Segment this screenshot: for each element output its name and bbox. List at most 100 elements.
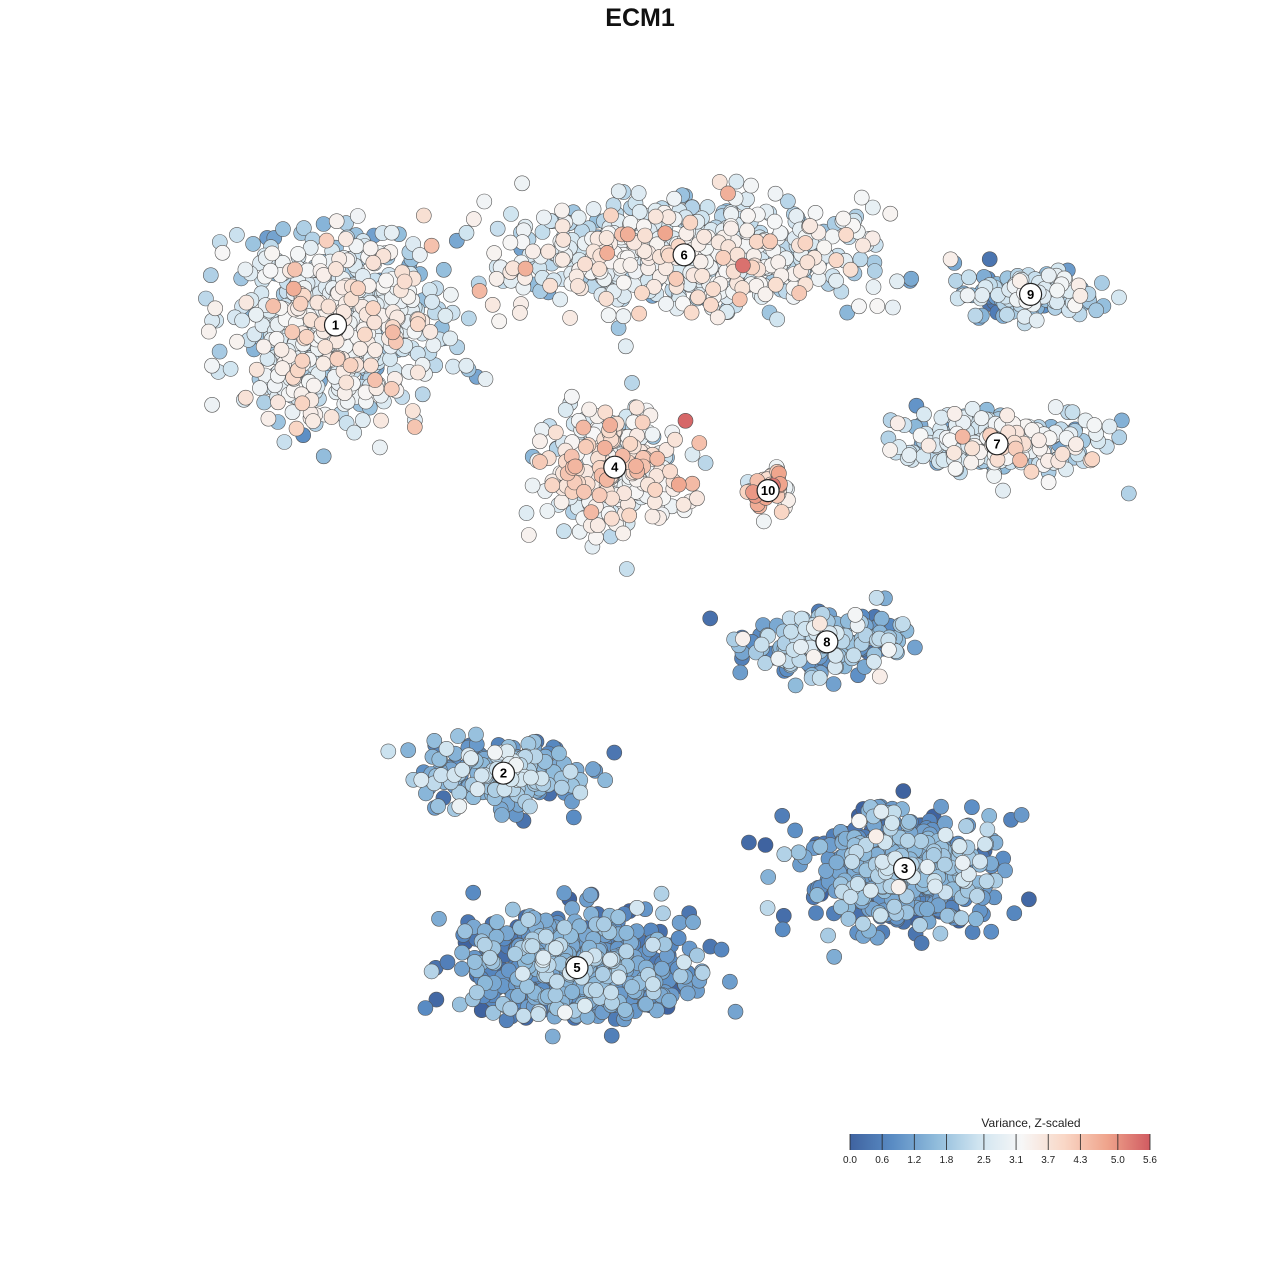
cell-point — [999, 306, 1015, 323]
cell-point — [463, 750, 479, 767]
cell-point — [999, 407, 1016, 424]
cluster-label-text: 10 — [761, 483, 775, 498]
cell-point — [689, 947, 705, 964]
cell-point — [473, 767, 490, 784]
cell-point — [871, 668, 888, 685]
cell-point — [591, 261, 608, 277]
cell-point — [564, 900, 580, 917]
cell-point — [468, 726, 484, 743]
cell-point — [515, 1007, 532, 1024]
cell-point — [645, 976, 661, 993]
cell-point — [555, 232, 572, 248]
cell-point — [354, 412, 371, 429]
cell-point — [292, 295, 309, 312]
cell-point — [489, 220, 506, 237]
cell-point — [890, 879, 907, 895]
cell-point — [802, 218, 818, 234]
cell-point — [694, 964, 711, 981]
cell-point — [927, 878, 944, 895]
cell-point — [514, 175, 530, 192]
legend-colorbar — [850, 1134, 1150, 1150]
cell-point — [305, 413, 321, 429]
cell-point — [556, 885, 573, 901]
cell-point — [961, 269, 977, 286]
cell-point — [694, 268, 711, 284]
cell-point — [770, 254, 787, 271]
cell-point — [285, 280, 302, 297]
cell-point — [951, 838, 968, 855]
cell-point — [599, 245, 616, 261]
cell-point — [404, 403, 421, 419]
cell-point — [600, 307, 617, 324]
cell-point — [594, 966, 611, 982]
cluster-label-text: 4 — [611, 460, 619, 475]
cell-point — [655, 905, 671, 922]
cell-point — [275, 221, 291, 237]
cluster-label-text: 8 — [823, 634, 830, 649]
legend-tick-label: 3.1 — [1009, 1155, 1023, 1166]
legend-tick-label: 4.3 — [1073, 1155, 1087, 1166]
cell-point — [1021, 891, 1037, 908]
cell-point — [720, 185, 736, 202]
cell-point — [610, 183, 627, 200]
cell-point — [284, 404, 301, 421]
cell-point — [596, 916, 612, 933]
cell-point — [489, 914, 505, 930]
cell-point — [757, 837, 774, 853]
cell-point — [788, 208, 805, 224]
cell-point — [668, 270, 684, 287]
cell-point — [1111, 429, 1127, 446]
cell-point — [328, 261, 344, 277]
cell-point — [621, 507, 638, 524]
cell-point — [901, 813, 917, 830]
cell-point — [338, 231, 354, 247]
cell-point — [740, 208, 756, 224]
cell-point — [983, 923, 1000, 940]
cell-point — [743, 177, 759, 194]
cell-point — [426, 732, 443, 749]
cell-point — [576, 483, 592, 500]
cell-point — [697, 455, 714, 471]
cell-point — [214, 245, 231, 261]
cell-point — [367, 372, 383, 388]
cell-point — [770, 650, 787, 667]
cell-point — [675, 496, 692, 513]
cell-point — [790, 844, 807, 861]
cell-point — [919, 859, 936, 875]
cell-point — [512, 304, 528, 321]
cell-point — [912, 917, 928, 933]
cell-point — [365, 300, 381, 317]
cell-point — [809, 887, 826, 903]
cell-point — [430, 798, 446, 815]
cell-point — [502, 1000, 519, 1017]
cell-point — [409, 316, 426, 333]
cell-point — [520, 527, 537, 543]
cell-point — [524, 477, 541, 494]
cell-point — [851, 298, 867, 315]
cell-point — [973, 410, 990, 427]
cell-point — [647, 481, 663, 498]
cell-point — [363, 357, 379, 374]
cell-point — [946, 405, 963, 422]
cell-point — [540, 243, 557, 260]
cell-point — [1086, 417, 1103, 433]
cell-point — [565, 809, 582, 826]
cell-point — [491, 313, 508, 330]
cell-point — [1072, 287, 1089, 304]
cell-point — [384, 324, 401, 341]
cell-point — [577, 256, 593, 272]
legend-tick-label: 3.7 — [1041, 1155, 1055, 1166]
cell-point — [889, 415, 906, 432]
cell-point — [953, 910, 970, 927]
cell-point — [787, 677, 804, 694]
cell-point — [425, 337, 442, 353]
cell-point — [577, 997, 593, 1014]
cell-point — [294, 395, 311, 412]
cell-point — [769, 311, 786, 328]
cell-point — [237, 261, 254, 278]
cell-point — [554, 218, 571, 235]
cell-point — [826, 948, 843, 965]
cell-point — [637, 227, 653, 244]
cell-point — [1041, 267, 1057, 284]
cell-point — [762, 233, 778, 250]
